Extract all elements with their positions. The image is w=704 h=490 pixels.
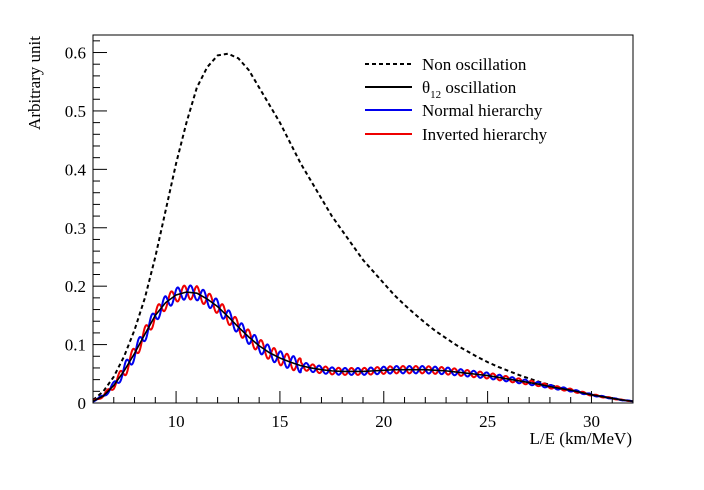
axis-ticks <box>92 40 634 404</box>
legend-theta-symbol: θ <box>422 78 430 97</box>
series-normal-hierarchy-line <box>92 284 634 403</box>
tick-labels: 10 15 20 25 30 0 0.1 0.2 0.3 0.4 0.5 0.6 <box>65 44 600 431</box>
legend-oscillation-word: oscillation <box>441 78 517 97</box>
legend-label-inverted-hierarchy: Inverted hierarchy <box>422 125 548 144</box>
y-tick-label: 0.3 <box>65 219 86 238</box>
y-axis-label: Arbitrary unit <box>25 36 44 130</box>
y-tick-label: 0 <box>78 394 87 413</box>
x-tick-label: 25 <box>479 412 496 431</box>
series-inverted-hierarchy-line <box>92 284 634 403</box>
y-tick-label: 0.2 <box>65 277 86 296</box>
y-tick-label: 0.4 <box>65 160 87 179</box>
plot-lines <box>92 52 634 403</box>
y-tick-label: 0.5 <box>65 102 86 121</box>
y-tick-label: 0.6 <box>65 44 86 63</box>
legend-label-theta12-oscillation: θ12 oscillation <box>422 78 517 101</box>
legend-label-non-oscillation: Non oscillation <box>422 55 527 74</box>
series-non-oscillation-line <box>92 52 634 403</box>
legend: Non oscillation θ12 oscillation Normal h… <box>365 55 548 144</box>
y-tick-label: 0.1 <box>65 336 86 355</box>
x-tick-label: 30 <box>583 412 600 431</box>
legend-theta-subscript: 12 <box>430 89 441 101</box>
x-tick-label: 10 <box>168 412 185 431</box>
legend-label-normal-hierarchy: Normal hierarchy <box>422 101 543 120</box>
x-axis-label: L/E (km/MeV) <box>530 429 632 448</box>
x-tick-label: 15 <box>271 412 288 431</box>
series-theta12-oscillation-line <box>92 291 634 403</box>
x-tick-label: 20 <box>375 412 392 431</box>
